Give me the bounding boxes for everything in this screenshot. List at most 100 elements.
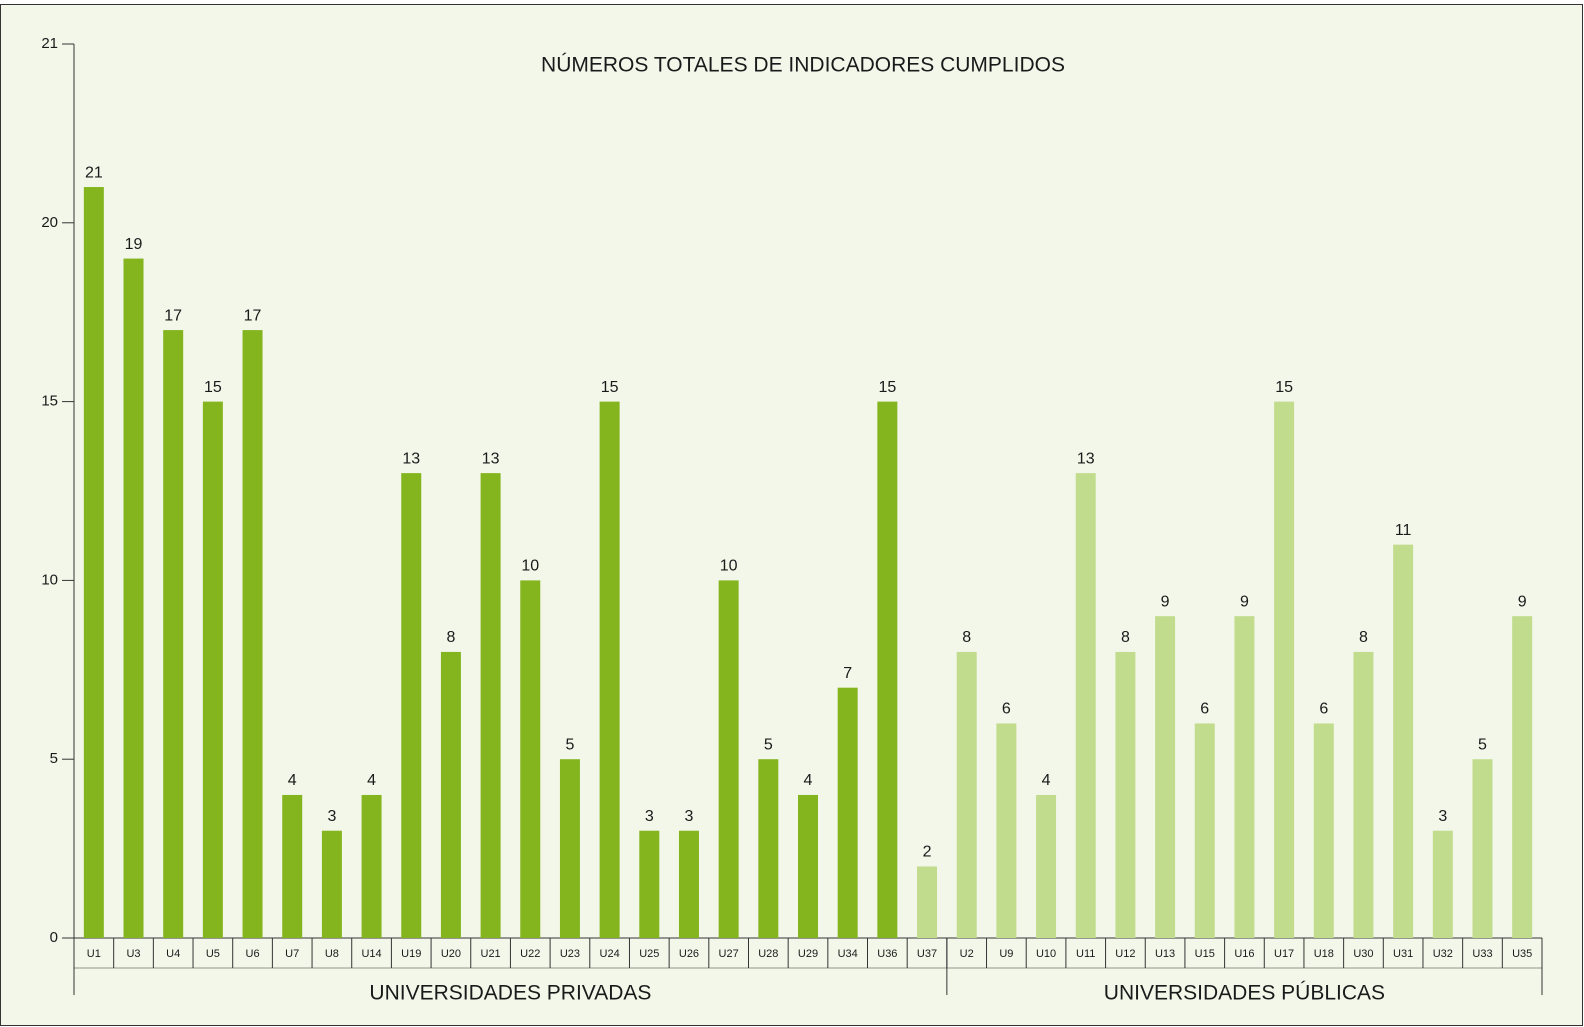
x-tick-label: U9 (999, 948, 1013, 960)
value-label: 5 (565, 736, 574, 753)
x-tick-label: U16 (1234, 948, 1254, 960)
x-tick-label: U7 (285, 948, 299, 960)
value-label: 15 (204, 379, 222, 396)
value-label: 13 (402, 450, 420, 467)
bar (996, 723, 1017, 938)
value-label: 2 (923, 844, 932, 861)
y-tick-label: 20 (41, 214, 58, 231)
value-label: 8 (1121, 629, 1130, 646)
value-label: 9 (1240, 593, 1249, 610)
value-label: 17 (164, 307, 182, 324)
value-label: 7 (843, 665, 852, 682)
x-tick-label: U33 (1472, 948, 1492, 960)
x-tick-label: U4 (166, 948, 180, 960)
value-label: 19 (125, 236, 143, 253)
bar (798, 794, 818, 938)
value-label: 5 (1478, 736, 1487, 753)
group-label: UNIVERSIDADES PÚBLICAS (1104, 982, 1385, 1005)
x-tick-label: U26 (679, 948, 699, 960)
value-label: 11 (1395, 522, 1412, 539)
bar (123, 258, 144, 938)
x-tick-label: U11 (1076, 948, 1095, 960)
value-label: 6 (1319, 701, 1328, 718)
value-label: 8 (962, 629, 971, 646)
value-label: 15 (1275, 379, 1293, 396)
x-tick-label: U22 (520, 948, 540, 960)
value-label: 5 (764, 736, 773, 753)
x-tick-label: U23 (560, 948, 580, 960)
x-tick-label: U24 (600, 948, 620, 960)
bar (1115, 651, 1136, 938)
x-tick-label: U35 (1512, 948, 1532, 960)
bar (1155, 616, 1176, 938)
y-tick-label: 21 (41, 35, 58, 52)
bar (242, 330, 263, 939)
value-label: 3 (1438, 808, 1447, 825)
value-label: 3 (685, 808, 694, 825)
bar (1313, 723, 1334, 938)
bar (956, 651, 977, 938)
bar (639, 830, 660, 938)
x-tick-label: U20 (441, 948, 461, 960)
x-tick-label: U17 (1274, 948, 1294, 960)
bar (877, 401, 898, 939)
x-tick-label: U31 (1393, 948, 1413, 960)
chart-title: NÚMEROS TOTALES DE INDICADORES CUMPLIDOS (541, 54, 1065, 77)
bar (1353, 651, 1374, 938)
x-tick-label: U13 (1155, 948, 1175, 960)
value-label: 4 (1042, 772, 1051, 789)
bar (917, 866, 938, 938)
value-label: 9 (1518, 593, 1527, 610)
bar (83, 187, 104, 939)
bar (520, 580, 541, 938)
x-tick-label: U15 (1195, 948, 1215, 960)
value-label: 21 (85, 164, 103, 181)
bar (163, 330, 184, 939)
bar (599, 401, 620, 939)
bar (440, 651, 461, 938)
x-tick-label: U10 (1036, 948, 1056, 960)
value-label: 15 (601, 379, 619, 396)
value-label: 9 (1161, 593, 1170, 610)
x-tick-label: U3 (126, 948, 140, 960)
y-tick-label: 15 (41, 393, 58, 410)
y-tick-label: 0 (50, 929, 58, 946)
bar (1472, 759, 1493, 938)
value-label: 13 (482, 450, 500, 467)
x-tick-label: U1 (87, 948, 101, 960)
value-label: 4 (367, 772, 376, 789)
bar (1274, 401, 1295, 939)
value-label: 3 (645, 808, 654, 825)
value-label: 6 (1200, 701, 1209, 718)
value-label: 17 (244, 307, 262, 324)
bar (361, 794, 382, 938)
value-label: 6 (1002, 701, 1011, 718)
bar (758, 759, 779, 938)
x-tick-label: U12 (1115, 948, 1135, 960)
bar (401, 473, 422, 938)
x-tick-label: U18 (1314, 948, 1334, 960)
value-label: 13 (1077, 450, 1095, 467)
x-tick-label: U36 (877, 948, 897, 960)
y-tick-label: 10 (41, 571, 58, 588)
value-label: 4 (288, 772, 297, 789)
background (0, 4, 1583, 1026)
x-tick-label: U30 (1353, 948, 1373, 960)
x-tick-label: U37 (917, 948, 937, 960)
bar (1432, 830, 1453, 938)
y-tick-label: 5 (50, 750, 58, 767)
bar (282, 794, 303, 938)
bar (1194, 723, 1215, 938)
bar (1393, 544, 1414, 938)
bar (1075, 473, 1096, 938)
bar (1512, 616, 1533, 938)
value-label: 10 (720, 558, 738, 575)
x-tick-label: U6 (246, 948, 260, 960)
x-tick-label: U27 (719, 948, 739, 960)
bar (1234, 616, 1255, 938)
x-tick-label: U19 (401, 948, 421, 960)
value-label: 15 (878, 379, 896, 396)
bar (1036, 794, 1057, 938)
value-label: 3 (327, 808, 336, 825)
